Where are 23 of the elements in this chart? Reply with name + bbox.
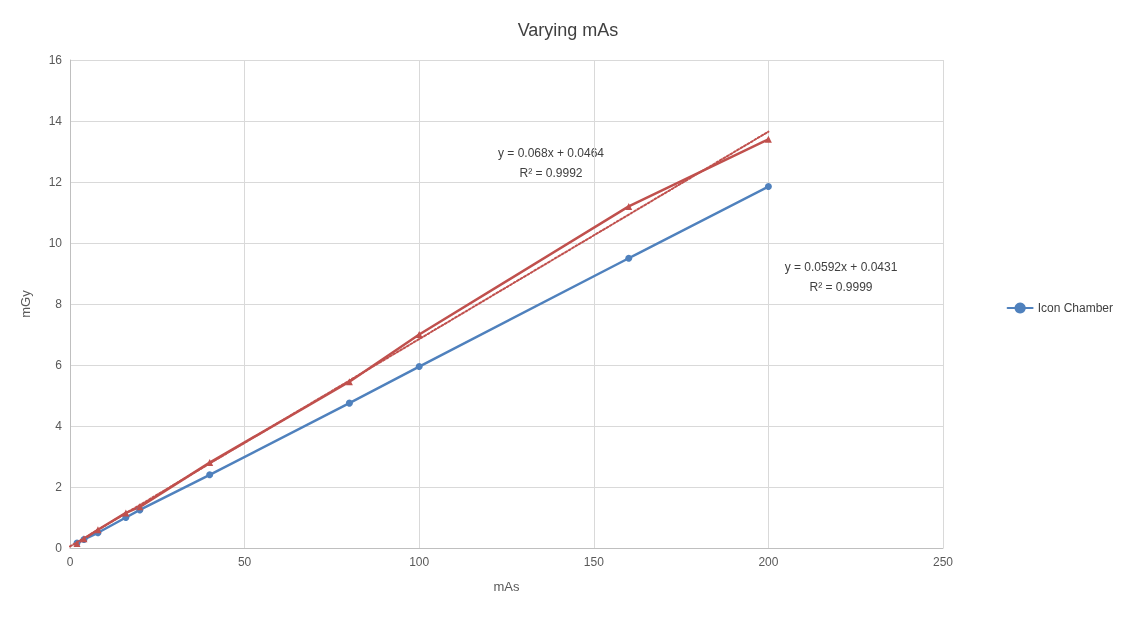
annotation: R² = 0.9999 — [809, 280, 873, 294]
y-tick-label: 6 — [55, 358, 63, 372]
y-tick-label: 4 — [55, 419, 63, 433]
y-axis-title: mGy — [18, 289, 33, 318]
x-tick-label: 150 — [583, 555, 605, 569]
annotation: y = 0.068x + 0.0464 — [497, 146, 605, 160]
y-tick-label: 8 — [55, 297, 63, 311]
y-tick-label: 14 — [48, 114, 63, 128]
x-tick-label: 50 — [237, 555, 252, 569]
legend-label: Icon Chamber — [1037, 301, 1114, 315]
y-tick-label: 12 — [48, 175, 63, 189]
y-tick-label: 0 — [55, 541, 63, 555]
x-tick-label: 250 — [932, 555, 954, 569]
x-tick-label: 200 — [758, 555, 779, 569]
annotation: y = 0.0592x + 0.0431 — [784, 260, 898, 274]
annotation: R² = 0.9992 — [519, 166, 583, 180]
x-axis-title: mAs — [493, 579, 520, 594]
x-tick-label: 100 — [409, 555, 430, 569]
chart-title: Varying mAs — [517, 20, 619, 40]
x-tick-label: 0 — [66, 555, 74, 569]
y-tick-label: 10 — [48, 236, 63, 250]
y-tick-label: 16 — [48, 53, 63, 67]
y-tick-label: 2 — [55, 480, 63, 494]
